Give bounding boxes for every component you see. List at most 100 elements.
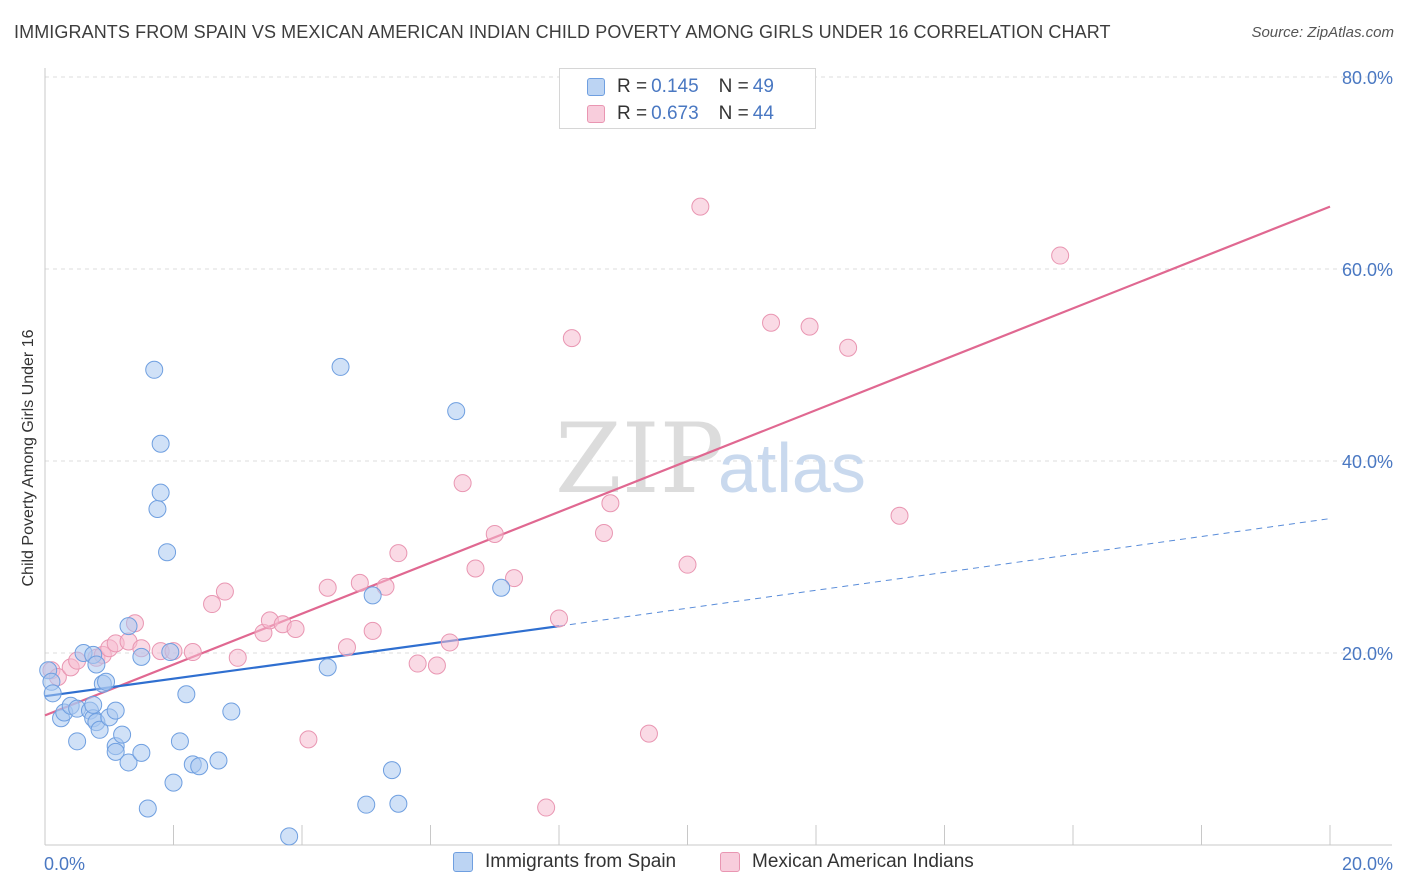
legend-r-value: 0.145 — [651, 76, 699, 97]
data-point-mexican — [215, 582, 234, 601]
series-immigrants-from-spain — [39, 357, 511, 846]
data-point-mexican — [1051, 246, 1070, 265]
data-point-mexican — [376, 577, 395, 596]
data-point-spain — [209, 751, 228, 770]
data-point-spain — [492, 578, 511, 597]
legend-r-label: R = — [617, 103, 648, 124]
data-point-spain — [43, 684, 62, 703]
data-point-mexican — [183, 643, 202, 662]
data-point-spain — [138, 799, 157, 818]
data-point-spain — [177, 685, 196, 704]
data-point-mexican — [389, 544, 408, 563]
data-point-spain — [318, 658, 337, 677]
data-point-spain — [119, 617, 138, 636]
data-point-mexican — [762, 313, 781, 332]
data-point-spain — [119, 753, 138, 772]
data-point-mexican — [466, 559, 485, 578]
legend-n-label: N = — [718, 76, 749, 97]
legend-row-spain: R = 0.145 N = 49 — [587, 75, 774, 99]
data-point-spain — [84, 695, 103, 714]
data-point-spain — [145, 360, 164, 379]
data-point-spain — [161, 643, 180, 662]
gridlines — [45, 76, 1392, 654]
data-point-spain — [170, 732, 189, 751]
legend-item-spain[interactable]: Immigrants from Spain — [453, 851, 676, 873]
legend-r-label: R = — [617, 76, 648, 97]
data-point-mexican — [550, 609, 568, 628]
data-point-mexican — [890, 506, 909, 525]
chart-title: IMMIGRANTS FROM SPAIN VS MEXICAN AMERICA… — [14, 22, 1111, 42]
legend-label-mexican: Mexican American Indians — [752, 851, 974, 872]
data-point-mexican — [337, 638, 356, 657]
data-point-spain — [151, 483, 170, 502]
y-axis-label: Child Poverty Among Girls Under 16 — [20, 329, 37, 586]
data-point-mexican — [537, 798, 556, 817]
legend-n-value: 44 — [752, 103, 774, 124]
tick-labels: 20.0% 40.0% 60.0% 80.0% 0.0% 20.0% — [44, 68, 1393, 874]
data-point-spain — [132, 647, 151, 666]
x-tick-label: 20.0% — [1342, 854, 1393, 874]
data-point-mexican — [408, 654, 427, 673]
legend-label-spain: Immigrants from Spain — [485, 851, 677, 872]
legend-swatch-pink — [587, 105, 605, 123]
data-point-spain — [87, 655, 106, 674]
legend-swatch-blue — [587, 78, 605, 96]
watermark-zip: ZIP — [555, 403, 724, 515]
data-point-mexican — [318, 578, 337, 597]
data-point-mexican — [678, 555, 697, 574]
data-point-spain — [132, 743, 151, 762]
legend-n-label: N = — [718, 103, 749, 124]
data-point-spain — [164, 773, 183, 792]
data-point-spain — [113, 725, 132, 744]
data-point-spain — [148, 500, 167, 518]
y-tick-label: 60.0% — [1342, 260, 1393, 280]
data-point-spain — [190, 757, 209, 776]
series-legend: Immigrants from Spain Mexican American I… — [0, 851, 1406, 879]
y-tick-label: 20.0% — [1342, 644, 1393, 664]
data-point-spain — [158, 543, 177, 562]
data-point-spain — [382, 761, 401, 780]
data-point-mexican — [800, 317, 819, 336]
data-point-mexican — [485, 524, 504, 543]
data-point-mexican — [601, 494, 620, 513]
data-point-mexican — [839, 338, 858, 357]
correlation-legend: R = 0.145 N = 49 R = 0.673 N = 44 — [559, 68, 816, 129]
data-point-spain — [447, 402, 466, 421]
data-point-spain — [90, 720, 109, 739]
data-point-mexican — [453, 474, 472, 493]
data-point-spain — [68, 732, 87, 751]
data-point-mexican — [350, 573, 369, 592]
data-point-spain — [357, 795, 376, 814]
trend-line-spain-extended — [558, 518, 1331, 627]
data-point-mexican — [562, 329, 581, 348]
legend-item-mexican[interactable]: Mexican American Indians — [720, 851, 974, 873]
x-tick-label: 0.0% — [44, 854, 85, 874]
data-point-mexican — [299, 730, 318, 749]
data-point-mexican — [440, 633, 459, 652]
y-tick-label: 40.0% — [1342, 452, 1393, 472]
data-point-spain — [331, 357, 350, 376]
data-point-mexican — [427, 656, 446, 675]
data-point-spain — [363, 586, 382, 605]
data-point-spain — [106, 742, 125, 761]
legend-swatch-blue — [453, 852, 473, 872]
legend-r-value: 0.673 — [651, 103, 699, 124]
data-point-mexican — [363, 621, 382, 640]
data-point-mexican — [691, 197, 710, 216]
watermark-atlas: atlas — [718, 429, 866, 507]
data-point-spain — [280, 827, 299, 846]
data-point-mexican — [228, 648, 247, 667]
data-point-spain — [222, 702, 241, 721]
legend-swatch-pink — [720, 852, 740, 872]
legend-n-value: 49 — [752, 76, 774, 97]
y-tick-label: 80.0% — [1342, 68, 1393, 88]
data-point-mexican — [286, 620, 305, 638]
data-point-spain — [97, 672, 116, 691]
data-point-mexican — [639, 724, 658, 743]
chart-source: Source: ZipAtlas.com — [1251, 24, 1394, 41]
watermark: ZIP atlas — [555, 403, 866, 515]
data-point-spain — [106, 701, 125, 720]
data-point-spain — [151, 434, 170, 453]
trend-line-spain — [44, 625, 560, 698]
data-point-mexican — [594, 524, 613, 542]
